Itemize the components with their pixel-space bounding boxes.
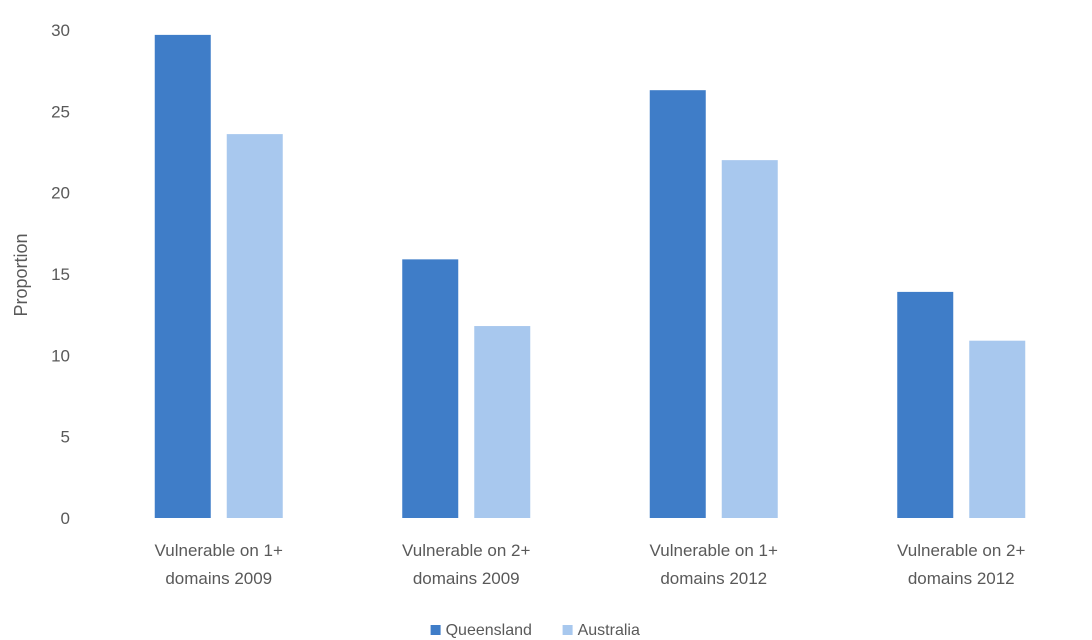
category-label: Vulnerable on 2+ domains 2009 — [402, 541, 530, 588]
category-label: Vulnerable on 1+ domains 2009 — [155, 541, 283, 588]
bar-australia-4 — [969, 340, 1026, 518]
y-axis-title: Proportion — [11, 233, 31, 316]
y-tick-label: 20 — [51, 184, 70, 203]
y-tick-label: 5 — [61, 428, 70, 447]
bars — [154, 34, 1026, 518]
bar-queensland-3 — [649, 90, 706, 518]
y-axis: 0 5 10 15 20 25 30 — [51, 21, 70, 528]
category-labels: Vulnerable on 1+ domains 2009 Vulnerable o… — [155, 541, 1026, 588]
bar-queensland-4 — [897, 291, 954, 518]
y-tick-label: 10 — [51, 346, 70, 365]
category-label: Vulnerable on 2+ domains 2012 — [897, 541, 1025, 588]
legend: Queensland Australia — [430, 622, 640, 639]
legend-label-australia: Australia — [578, 622, 640, 639]
y-tick-label: 25 — [51, 102, 70, 121]
y-tick-label: 0 — [61, 509, 70, 528]
bar-queensland-2 — [402, 259, 459, 518]
y-tick-label: 30 — [51, 21, 70, 40]
bar-australia-3 — [721, 160, 778, 518]
legend-swatch-australia — [562, 625, 573, 635]
y-tick-label: 15 — [51, 265, 70, 284]
legend-swatch-queensland — [430, 625, 441, 635]
bar-australia-2 — [474, 326, 531, 518]
bar-queensland-1 — [154, 34, 211, 518]
category-label: Vulnerable on 1+ domains 2012 — [650, 541, 778, 588]
bar-australia-1 — [226, 134, 283, 518]
legend-label-queensland: Queensland — [446, 622, 532, 639]
